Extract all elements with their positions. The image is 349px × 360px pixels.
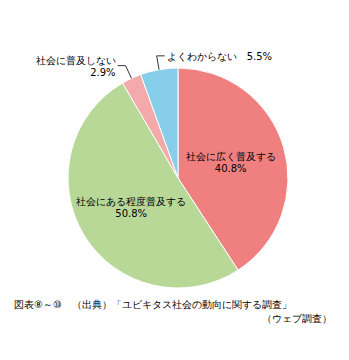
svg-text:社会に広く普及する40.8%: 社会に広く普及する40.8% <box>186 151 276 174</box>
svg-text:よくわからない 5.5%: よくわからない 5.5% <box>167 50 272 61</box>
html-text:（ウェブ調査）: （ウェブ調査） <box>262 313 332 324</box>
html-text:図表⑧～⑩ （出典）「ユビキタス社会の動向に関する調査」: 図表⑧～⑩ （出典）「ユビキタス社会の動向に関する調査」 <box>14 299 292 310</box>
svg-text:社会にある程度普及する50.8%: 社会にある程度普及する50.8% <box>76 195 186 218</box>
svg-text:社会に普及しない2.9%: 社会に普及しない2.9% <box>36 54 116 77</box>
